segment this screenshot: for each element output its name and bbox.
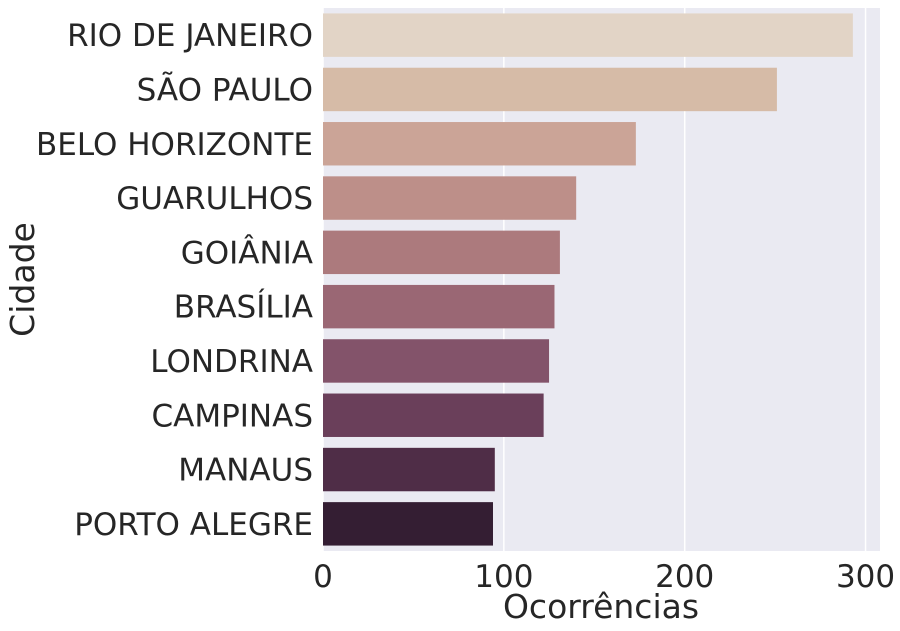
bar: [323, 339, 550, 383]
category-label: LONDRINA: [150, 344, 313, 380]
bars: [323, 13, 853, 546]
category-label: RIO DE JANEIRO: [67, 18, 313, 54]
bar: [323, 393, 544, 437]
x-tick-label: 300: [836, 559, 895, 595]
category-label: GUARULHOS: [116, 181, 313, 217]
x-tick-labels: 0 100 200 300: [313, 559, 895, 595]
category-label: SÃO PAULO: [137, 72, 313, 108]
x-axis-title: Ocorrências: [503, 587, 699, 626]
category-label: MANAUS: [178, 453, 313, 489]
category-label: CAMPINAS: [151, 398, 313, 434]
y-axis-title: Cidade: [3, 222, 42, 337]
bar: [323, 13, 853, 57]
x-tick-label: 200: [655, 559, 714, 595]
bar: [323, 122, 636, 166]
category-label: GOIÂNIA: [181, 235, 313, 271]
bar: [323, 230, 560, 275]
bar: [323, 67, 777, 112]
category-label: BELO HORIZONTE: [36, 127, 313, 163]
bar: [323, 284, 555, 329]
bar: [323, 447, 495, 492]
category-label: BRASÍLIA: [174, 290, 313, 326]
bar: [323, 176, 577, 220]
bar: [323, 502, 493, 546]
category-labels: RIO DE JANEIRO SÃO PAULO BELO HORIZONTE GUA…: [36, 18, 313, 543]
x-tick-label: 100: [474, 559, 533, 595]
x-tick-label: 0: [313, 559, 333, 595]
category-label: PORTO ALEGRE: [74, 507, 313, 543]
